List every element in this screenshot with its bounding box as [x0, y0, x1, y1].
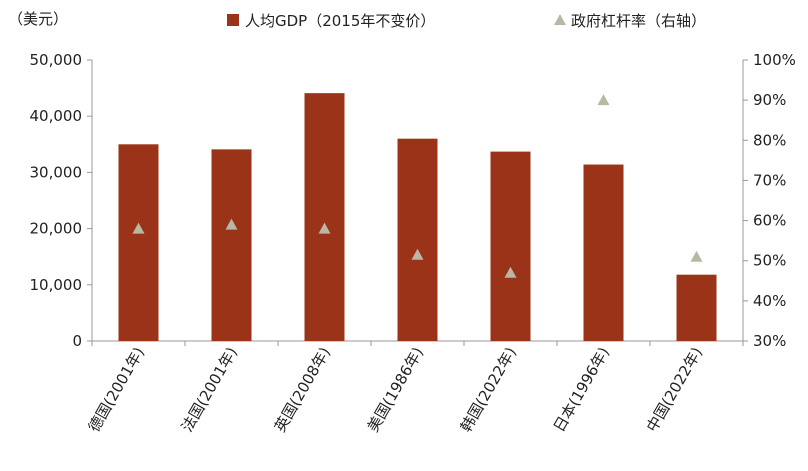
right-tick-label: 40%: [753, 292, 786, 310]
left-axis-ticks: 0 10,000 20,000 30,000 40,000 50,000: [30, 51, 92, 350]
left-tick-label: 20,000: [30, 220, 83, 238]
right-tick-label: 100%: [753, 51, 796, 69]
category-label: 英国(2008年): [271, 344, 334, 435]
legend-label-gdp: 人均GDP（2015年不变价）: [245, 12, 435, 30]
category-label: 日本(1996年): [550, 344, 613, 435]
leverage-markers: [132, 94, 703, 278]
right-tick-label: 30%: [753, 332, 786, 350]
leverage-marker: [318, 222, 331, 234]
gdp-bar: [583, 164, 624, 341]
category-label: 美国(1986年): [364, 344, 427, 435]
right-tick-label: 70%: [753, 171, 786, 189]
right-tick-label: 60%: [753, 212, 786, 230]
legend-marker-leverage: [554, 14, 566, 25]
x-axis-ticks: [91, 341, 744, 346]
gdp-bar: [304, 93, 345, 342]
category-label: 德国(2001年): [85, 344, 148, 435]
gdp-bar: [211, 149, 252, 341]
leverage-marker: [690, 250, 703, 262]
leverage-marker: [597, 94, 610, 106]
gdp-bars: [118, 93, 717, 342]
right-tick-label: 80%: [753, 131, 786, 149]
leverage-marker: [504, 266, 517, 278]
legend-label-leverage: 政府杠杆率（右轴）: [571, 12, 706, 30]
left-tick-label: 10,000: [30, 276, 83, 294]
right-tick-label: 50%: [753, 252, 786, 270]
leverage-marker: [225, 218, 238, 230]
gdp-bar: [118, 144, 159, 341]
leverage-marker: [132, 222, 145, 234]
leverage-marker: [411, 248, 424, 260]
legend: 人均GDP（2015年不变价） 政府杠杆率（右轴）: [227, 12, 706, 30]
right-axis-ticks: 30% 40% 50% 60% 70% 80% 90% 100%: [743, 51, 796, 350]
category-label: 法国(2001年): [178, 344, 241, 435]
right-tick-label: 90%: [753, 91, 786, 109]
left-tick-label: 30,000: [30, 163, 83, 181]
gdp-bar: [490, 151, 531, 341]
gdp-bar: [676, 274, 717, 341]
left-tick-label: 50,000: [30, 51, 83, 69]
category-label: 韩国(2022年): [457, 344, 520, 435]
legend-swatch-gdp: [227, 14, 239, 26]
left-tick-label: 0: [72, 332, 82, 350]
gdp-bar: [397, 138, 438, 341]
left-tick-label: 40,000: [30, 107, 83, 125]
category-label: 中国(2022年): [643, 344, 706, 435]
left-axis-unit: （美元）: [8, 10, 68, 28]
category-labels: 德国(2001年) 法国(2001年) 英国(2008年) 美国(1986年) 韩国(2…: [85, 344, 706, 435]
